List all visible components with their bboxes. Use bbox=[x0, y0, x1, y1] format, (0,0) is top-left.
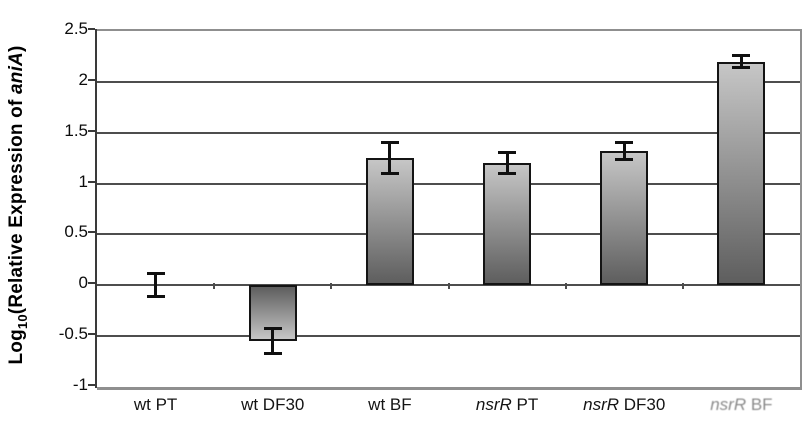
error-bar-stem bbox=[622, 141, 626, 161]
x-axis-tick-mark bbox=[681, 283, 684, 290]
x-axis-tick-mark bbox=[213, 283, 216, 290]
gridline bbox=[97, 80, 800, 83]
error-bar-cap-bottom bbox=[146, 295, 165, 299]
x-category-label-text: wt DF30 bbox=[241, 395, 305, 414]
x-category-label: wt PT bbox=[97, 395, 214, 415]
y-axis-line bbox=[95, 29, 97, 388]
error-bar-cap-top bbox=[498, 151, 517, 155]
y-axis-title-mid: (Relative Expression of bbox=[6, 94, 28, 315]
error-bar-cap-bottom bbox=[732, 65, 751, 69]
bar-nsrr-df30 bbox=[600, 151, 649, 286]
error-bar-cap-bottom bbox=[263, 352, 282, 356]
gridline bbox=[97, 233, 800, 236]
y-axis-tick-mark bbox=[88, 28, 95, 30]
bar-nsrr-pt bbox=[483, 163, 532, 286]
y-axis-tick-mark bbox=[88, 231, 95, 234]
y-axis-tick-mark bbox=[88, 78, 95, 81]
x-category-label-text: BF bbox=[746, 395, 773, 414]
x-category-label-text: wt PT bbox=[133, 395, 178, 414]
x-category-label: wt BF bbox=[331, 395, 448, 415]
error-bar-stem bbox=[154, 273, 158, 298]
y-axis-tick-label: 0 bbox=[78, 273, 88, 293]
y-axis-tick-mark bbox=[88, 282, 95, 285]
gridline bbox=[97, 131, 800, 134]
x-category-label-gene: nsrR bbox=[475, 395, 512, 414]
y-axis-tick-mark bbox=[88, 180, 95, 183]
y-axis-tick-label: -0.5 bbox=[58, 324, 88, 344]
x-category-label-gene: nsrR bbox=[583, 395, 620, 414]
x-axis-tick-mark bbox=[330, 283, 333, 290]
y-axis-title-close: ) bbox=[6, 45, 28, 53]
y-axis-tick-label: 1 bbox=[78, 171, 88, 191]
x-category-label: wt DF30 bbox=[214, 395, 331, 415]
error-bar-stem bbox=[271, 328, 275, 355]
bar-wt-bf bbox=[365, 158, 414, 286]
y-axis-tick-label: 1.5 bbox=[64, 120, 88, 140]
y-axis-tick-mark bbox=[88, 129, 95, 132]
error-bar-cap-top bbox=[146, 272, 165, 276]
plot-area bbox=[97, 29, 802, 390]
error-bar-stem bbox=[505, 152, 509, 175]
y-axis-tick-label: 2.5 bbox=[64, 19, 88, 38]
error-bar-stem bbox=[739, 55, 743, 68]
error-bar-cap-top bbox=[263, 327, 282, 330]
x-category-label-gene: nsrR bbox=[710, 395, 747, 414]
x-axis-tick-mark bbox=[447, 283, 450, 290]
x-category-label: nsrR PT bbox=[449, 395, 566, 415]
y-axis-tick-label: 2 bbox=[78, 69, 88, 89]
x-category-label: nsrR DF30 bbox=[566, 395, 683, 415]
error-bar-cap-bottom bbox=[380, 172, 399, 176]
gridline bbox=[97, 335, 800, 338]
y-axis-title-gene-name: aniA bbox=[6, 52, 28, 95]
error-bar-stem bbox=[388, 141, 392, 175]
error-bar-cap-bottom bbox=[498, 172, 517, 176]
gridline bbox=[97, 182, 800, 185]
y-axis-tick-label: -1 bbox=[72, 375, 88, 394]
error-bar-cap-top bbox=[380, 140, 399, 144]
x-category-label: nsrR BF bbox=[683, 395, 800, 415]
x-category-label-text: DF30 bbox=[619, 395, 666, 414]
y-axis-tick-label: 0.5 bbox=[64, 222, 88, 242]
x-axis-tick-mark bbox=[564, 283, 567, 290]
bar-nsrr-bf bbox=[717, 61, 766, 286]
y-axis-tick-mark bbox=[88, 333, 95, 336]
error-bar-cap-bottom bbox=[615, 158, 634, 162]
y-axis-title: Log10(Relative Expression of aniA) bbox=[6, 45, 30, 364]
y-axis-title-log: Log bbox=[6, 329, 28, 365]
x-category-label-text: wt BF bbox=[368, 395, 412, 414]
error-bar-cap-top bbox=[732, 54, 751, 58]
y-axis-tick-mark bbox=[88, 384, 95, 386]
error-bar-cap-top bbox=[615, 140, 634, 144]
x-category-label-text: PT bbox=[511, 395, 539, 414]
